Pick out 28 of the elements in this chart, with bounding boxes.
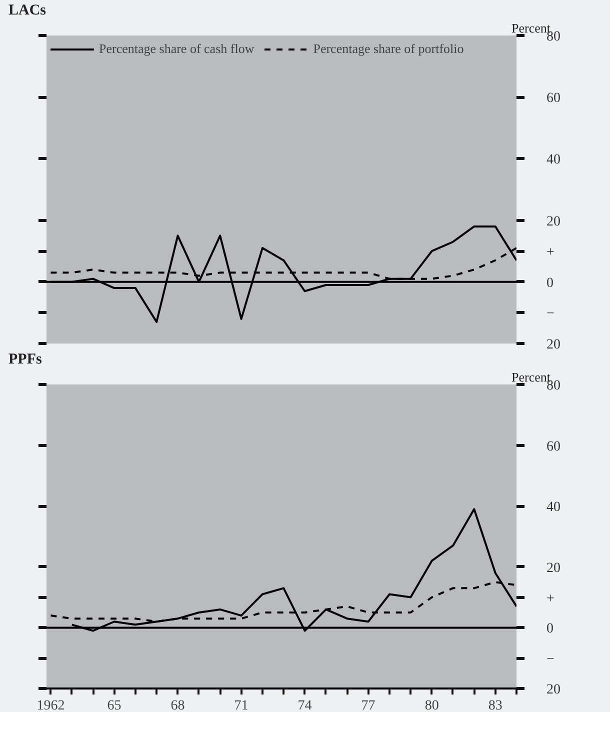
legend-label: Percentage share of portfolio <box>313 41 464 57</box>
y-tick-label: 80 <box>546 378 560 394</box>
x-tick-label: 71 <box>234 698 248 714</box>
x-tick-label: 68 <box>170 698 185 714</box>
y-tick-label: 40 <box>546 500 560 516</box>
x-tick-label: 83 <box>488 698 502 714</box>
y-tick-label: 60 <box>546 91 560 106</box>
y-tick-label: 20 <box>546 214 560 230</box>
y-tick-label: + <box>546 591 554 606</box>
y-tick-label: 20 <box>546 338 560 352</box>
y-tick-label: + <box>546 245 554 260</box>
y-tick-label: − <box>546 306 554 322</box>
chart-title: PPFs <box>8 352 42 368</box>
x-tick-label: 65 <box>107 698 122 714</box>
x-tick-label: 77 <box>361 698 376 714</box>
chart-title: LACs <box>8 2 46 18</box>
y-tick-label: 20 <box>546 682 560 698</box>
y-tick-label: 40 <box>546 152 560 168</box>
y-tick-label: − <box>546 652 554 668</box>
y-tick-label: 0 <box>546 276 554 291</box>
y-tick-label: 0 <box>546 622 554 637</box>
legend-label: Percentage share of cash flow <box>99 41 254 57</box>
x-tick-label: 1962 <box>36 698 65 714</box>
y-tick-label: 80 <box>546 30 560 44</box>
x-tick-label: 80 <box>424 698 439 714</box>
y-tick-label: 60 <box>546 439 560 454</box>
x-tick-label: 74 <box>298 698 312 714</box>
y-tick-label: 20 <box>546 560 560 576</box>
